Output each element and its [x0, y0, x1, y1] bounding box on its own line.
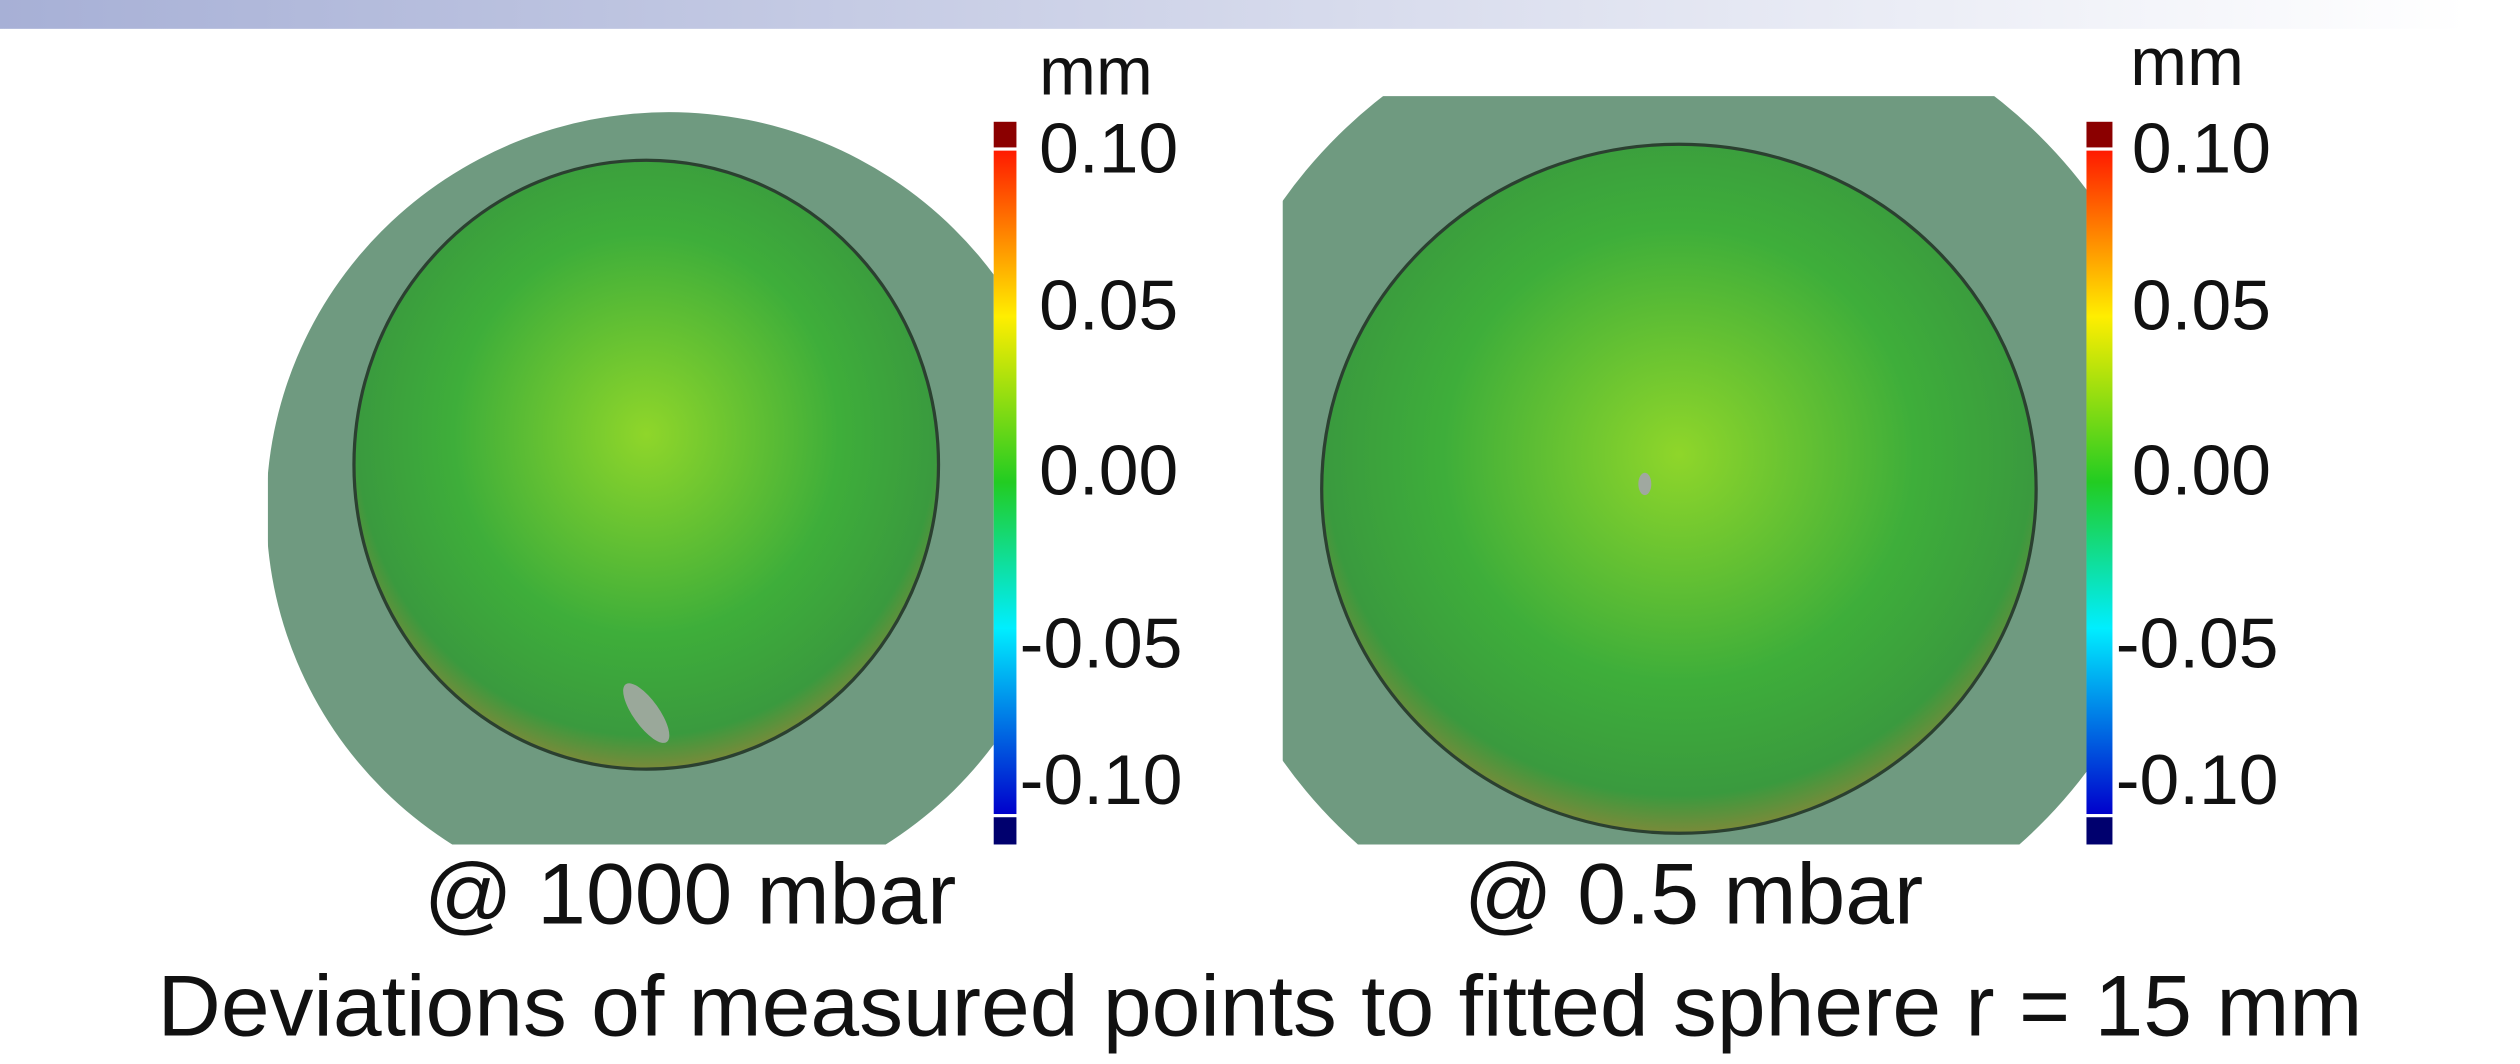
unit: mm: [1039, 35, 1153, 110]
colorbar: mm 0.10 0.05 0.00 -0.05 -0.10: [993, 35, 1183, 845]
tick-label: -0.05: [1020, 605, 1183, 683]
panel-label: @ 0.5 mbar: [1464, 846, 1923, 942]
unit: mm: [2130, 25, 2244, 100]
measured-area: [1320, 142, 2038, 835]
colorbar-over: [993, 121, 1017, 148]
tick-label: 0.00: [1039, 432, 1178, 510]
scan-image: [267, 112, 994, 845]
colorbar: mm 0.10 0.05 0.00 -0.05 -0.10: [2086, 25, 2279, 845]
gap: [623, 683, 670, 743]
colorbar-scale: [2086, 150, 2113, 815]
header-band: [0, 0, 2469, 29]
tick-label: 0.05: [1039, 267, 1178, 345]
colorbar-over: [2086, 121, 2113, 148]
colorbar-under: [2086, 817, 2113, 845]
tick-label: 0.10: [1039, 110, 1178, 188]
gap: [1638, 472, 1652, 496]
measured-area: [352, 158, 941, 771]
tick-label: -0.10: [1020, 741, 1183, 819]
colorbar-scale: [993, 150, 1017, 815]
tick-label: -0.10: [2116, 741, 2279, 819]
colorbar-under: [993, 817, 1017, 845]
scan-image: [1282, 96, 2087, 845]
panel-label: @ 1000 mbar: [424, 846, 956, 942]
tick-label: 0.10: [2132, 110, 2271, 188]
tick-label: 0.00: [2132, 432, 2271, 510]
caption: Deviations of measured points to fitted …: [158, 958, 2363, 1054]
tick-label: -0.05: [2116, 605, 2279, 683]
tick-label: 0.05: [2132, 267, 2271, 345]
